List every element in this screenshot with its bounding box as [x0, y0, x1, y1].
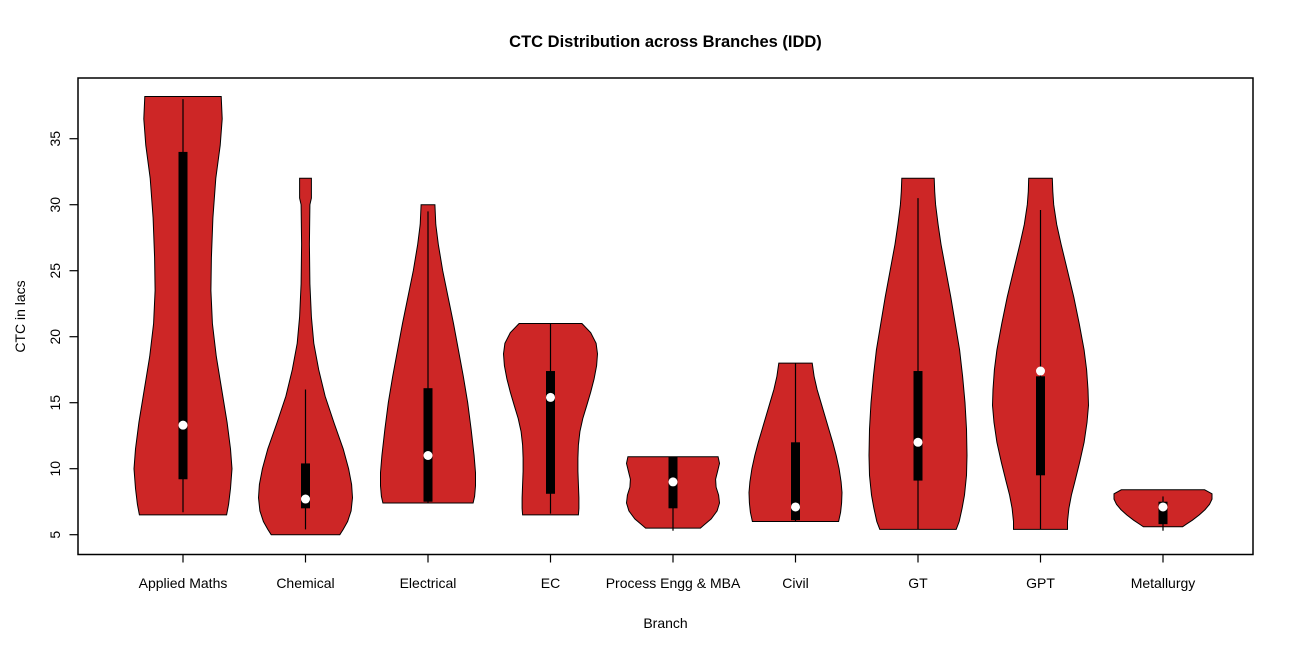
chart-title: CTC Distribution across Branches (IDD) — [509, 33, 822, 51]
x-axis: Applied Maths Chemical Electrical EC Process… — [139, 554, 1196, 591]
violin-group-gpt — [991, 177, 1090, 530]
x-tick-label-gt: GT — [908, 575, 928, 591]
x-tick-label-process-engg-mba: Process Engg & MBA — [606, 575, 741, 591]
y-tick-label: 35 — [47, 131, 63, 147]
y-axis-title: CTC in lacs — [12, 280, 28, 352]
violin-group-chemical — [257, 177, 354, 536]
violin-group-process-engg-mba — [625, 456, 721, 531]
median-dot-metallurgy — [1158, 502, 1168, 512]
violin-group-gt — [868, 177, 968, 530]
violin-shape-chemical — [257, 177, 354, 536]
median-dot-gpt — [1036, 366, 1045, 376]
median-dot-electrical — [423, 451, 433, 461]
violin-group-electrical — [380, 204, 476, 504]
y-tick-label: 25 — [47, 263, 63, 279]
x-axis-title: Branch — [643, 615, 687, 631]
iqr-box-civil — [791, 442, 800, 521]
iqr-box-metallurgy — [1158, 501, 1168, 525]
x-tick-label-ec: EC — [541, 575, 560, 591]
y-tick-label: 30 — [47, 197, 63, 213]
iqr-box-electrical — [423, 388, 433, 502]
median-dot-process-engg-mba — [668, 477, 678, 487]
median-dot-gt — [913, 437, 923, 447]
iqr-box-gt — [913, 371, 923, 481]
y-tick-label: 20 — [47, 329, 63, 345]
y-tick-label: 10 — [47, 461, 63, 477]
iqr-box-ec — [546, 371, 555, 494]
iqr-box-chemical — [301, 463, 310, 509]
x-tick-label-applied-maths: Applied Maths — [139, 575, 228, 591]
median-dot-chemical — [301, 494, 310, 504]
x-tick-label-gpt: GPT — [1026, 575, 1055, 591]
x-tick-label-chemical: Chemical — [276, 575, 334, 591]
x-tick-label-civil: Civil — [782, 575, 808, 591]
y-axis: 5 10 15 20 25 30 35 — [47, 131, 78, 539]
y-tick-label: 5 — [47, 531, 63, 539]
violin-series — [133, 96, 1213, 536]
x-tick-label-metallurgy: Metallurgy — [1131, 575, 1196, 591]
violin-group-applied-maths — [133, 96, 233, 516]
plot-frame — [77, 77, 1254, 556]
iqr-box-applied-maths — [178, 151, 188, 480]
median-dot-applied-maths — [178, 420, 188, 430]
median-dot-ec — [546, 392, 555, 402]
y-tick-label: 15 — [47, 395, 63, 411]
violin-group-ec — [502, 323, 599, 516]
violin-group-civil — [748, 362, 843, 522]
violin-group-metallurgy — [1113, 489, 1213, 531]
iqr-box-gpt — [1036, 376, 1045, 476]
median-dot-civil — [791, 502, 800, 512]
x-tick-label-electrical: Electrical — [400, 575, 457, 591]
